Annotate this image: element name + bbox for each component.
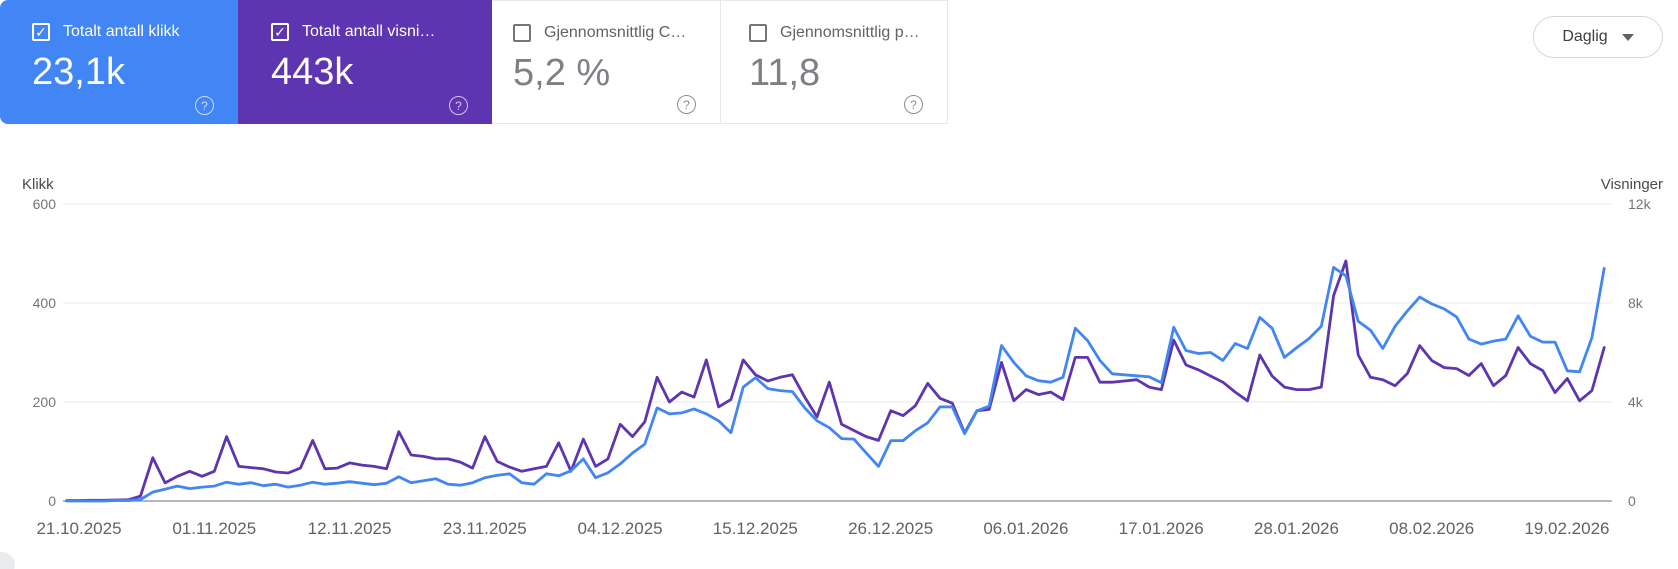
impressions-line — [65, 259, 1606, 502]
checkbox-checked-icon[interactable]: ✓ — [32, 23, 50, 41]
y-tick-left: 400 — [32, 295, 56, 311]
clicks-line — [65, 265, 1606, 503]
x-tick-date: 08.02.2026 — [1389, 519, 1475, 538]
x-tick-date: 19.02.2026 — [1524, 519, 1610, 538]
metric-card-average-position[interactable]: Gjennomsnittlig p… 11,8 ? — [720, 0, 948, 124]
metric-card-label: Gjennomsnittlig C… — [544, 24, 687, 41]
help-icon[interactable]: ? — [677, 95, 696, 114]
x-tick-date: 28.01.2026 — [1253, 519, 1339, 538]
x-tick-date: 12.11.2025 — [307, 519, 392, 538]
y-tick-left: 0 — [48, 493, 56, 509]
granularity-label: Daglig — [1562, 28, 1608, 45]
chevron-down-icon — [1621, 33, 1634, 41]
checkbox-unchecked-icon[interactable] — [513, 24, 531, 42]
y-tick-right: 4k — [1628, 394, 1643, 410]
metric-card-value: 5,2 % — [513, 52, 611, 94]
x-tick-date: 26.12.2025 — [848, 519, 934, 538]
left-axis-title: Klikk — [22, 176, 54, 193]
granularity-dropdown[interactable]: Daglig — [1533, 16, 1663, 58]
y-tick-left: 600 — [32, 196, 56, 212]
metric-card-total-impressions[interactable]: ✓ Totalt antall visni… 443k ? — [238, 0, 492, 124]
metric-card-average-ctr[interactable]: Gjennomsnittlig C… 5,2 % ? — [492, 0, 720, 124]
x-tick-date: 17.01.2026 — [1118, 519, 1204, 538]
metric-card-header: Gjennomsnittlig p… — [749, 24, 947, 42]
metric-card-total-clicks[interactable]: ✓ Totalt antall klikk 23,1k ? — [0, 0, 238, 124]
y-tick-right: 0 — [1628, 493, 1636, 509]
checkbox-checked-icon[interactable]: ✓ — [271, 23, 289, 41]
metric-card-label: Gjennomsnittlig p… — [780, 24, 920, 41]
metric-card-value: 11,8 — [749, 52, 821, 94]
x-tick-date: 15.12.2025 — [712, 519, 798, 538]
feedback-fab-partial[interactable] — [0, 552, 15, 569]
x-tick-date: 01.11.2025 — [172, 519, 257, 538]
metric-card-header: ✓ Totalt antall visni… — [271, 23, 492, 41]
right-axis-title: Visninger — [1600, 176, 1663, 193]
y-tick-left: 200 — [32, 394, 56, 410]
y-tick-right: 12k — [1628, 196, 1651, 212]
metric-card-value: 443k — [271, 51, 354, 93]
x-tick-date: 04.12.2025 — [577, 519, 663, 538]
help-icon[interactable]: ? — [195, 96, 214, 115]
metric-card-header: Gjennomsnittlig C… — [513, 24, 720, 42]
checkbox-unchecked-icon[interactable] — [749, 24, 767, 42]
metric-cards: ✓ Totalt antall klikk 23,1k ? ✓ Totalt a… — [0, 0, 948, 124]
x-tick-date: 23.11.2025 — [442, 519, 527, 538]
y-tick-right: 8k — [1628, 295, 1643, 311]
x-tick-date: 06.01.2026 — [983, 519, 1069, 538]
metric-card-value: 23,1k — [32, 51, 125, 93]
help-icon[interactable]: ? — [449, 96, 468, 115]
metric-card-label: Totalt antall klikk — [63, 23, 180, 40]
metric-card-label: Totalt antall visni… — [302, 23, 436, 40]
metric-card-header: ✓ Totalt antall klikk — [32, 23, 238, 41]
x-tick-date: 21.10.2025 — [36, 519, 122, 538]
help-icon[interactable]: ? — [904, 95, 923, 114]
